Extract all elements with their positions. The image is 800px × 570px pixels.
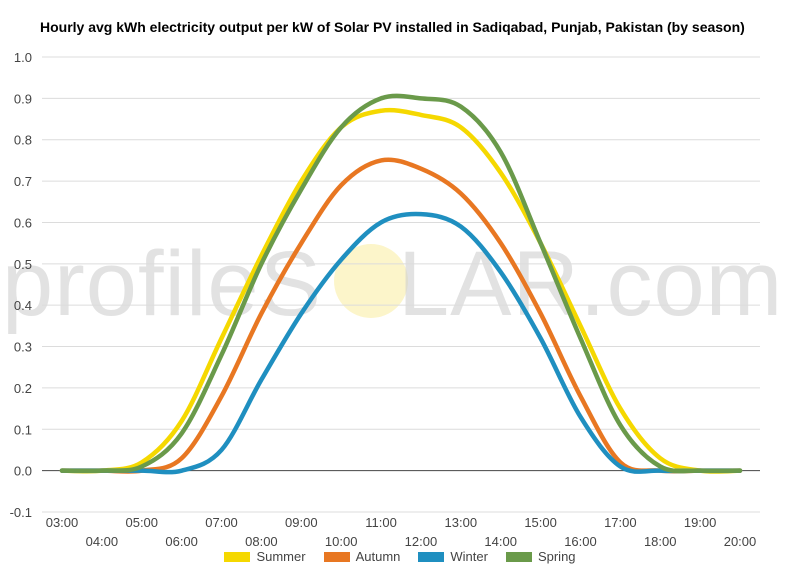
x-tick-label: 20:00 — [724, 534, 757, 549]
x-tick-label: 04:00 — [86, 534, 119, 549]
x-tick-label: 14:00 — [484, 534, 517, 549]
y-tick-label: 0.3 — [14, 340, 32, 355]
watermark-logo-text: profileS LAR.com — [2, 238, 783, 330]
legend-label: Spring — [537, 549, 576, 564]
y-tick-label: 0.4 — [14, 298, 32, 313]
x-tick-label: 03:00 — [46, 515, 79, 530]
series-line-summer — [59, 107, 743, 474]
x-tick-label: 17:00 — [604, 515, 637, 530]
legend-swatch — [224, 551, 251, 562]
y-tick-label: -0.1 — [10, 505, 32, 520]
series-line-winter — [59, 211, 743, 475]
x-tick-label: 15:00 — [524, 515, 557, 530]
chart-title: Hourly avg kWh electricity output per kW… — [40, 19, 745, 35]
x-tick-label: 19:00 — [684, 515, 717, 530]
x-tick-label: 13:00 — [445, 515, 478, 530]
x-tick-label: 09:00 — [285, 515, 318, 530]
legend-item-winter[interactable]: Winter — [418, 549, 488, 564]
y-tick-label: 0.8 — [14, 133, 32, 148]
x-tick-label: 12:00 — [405, 534, 438, 549]
y-tick-label: 0.9 — [14, 91, 32, 106]
watermark-text-right: LAR.com — [397, 233, 784, 335]
y-tick-label: 0.5 — [14, 257, 32, 272]
y-tick-label: 0.7 — [14, 174, 32, 189]
legend-label: Winter — [450, 549, 488, 564]
x-tick-label: 07:00 — [205, 515, 238, 530]
legend-swatch — [323, 551, 350, 562]
legend-swatch — [418, 551, 445, 562]
legend-swatch — [505, 551, 532, 562]
legend: Summer Autumn Winter Spring — [0, 549, 800, 564]
x-tick-label: 05:00 — [125, 515, 158, 530]
x-tick-label: 10:00 — [325, 534, 358, 549]
y-tick-label: 0.6 — [14, 215, 32, 230]
legend-label: Summer — [256, 549, 306, 564]
legend-item-autumn[interactable]: Autumn — [323, 549, 401, 564]
series-line-autumn — [59, 157, 743, 474]
legend-item-summer[interactable]: Summer — [224, 549, 306, 564]
y-tick-label: 0.1 — [14, 422, 32, 437]
y-tick-label: 1.0 — [14, 50, 32, 65]
legend-label: Autumn — [355, 549, 401, 564]
x-tick-label: 08:00 — [245, 534, 278, 549]
x-tick-label: 18:00 — [644, 534, 677, 549]
x-tick-label: 11:00 — [365, 515, 397, 530]
y-tick-label: 0.2 — [14, 381, 32, 396]
legend-item-spring[interactable]: Spring — [505, 549, 576, 564]
x-tick-label: 06:00 — [165, 534, 198, 549]
series-line-spring — [59, 93, 743, 474]
x-tick-label: 16:00 — [564, 534, 597, 549]
y-tick-label: 0.0 — [14, 464, 32, 479]
